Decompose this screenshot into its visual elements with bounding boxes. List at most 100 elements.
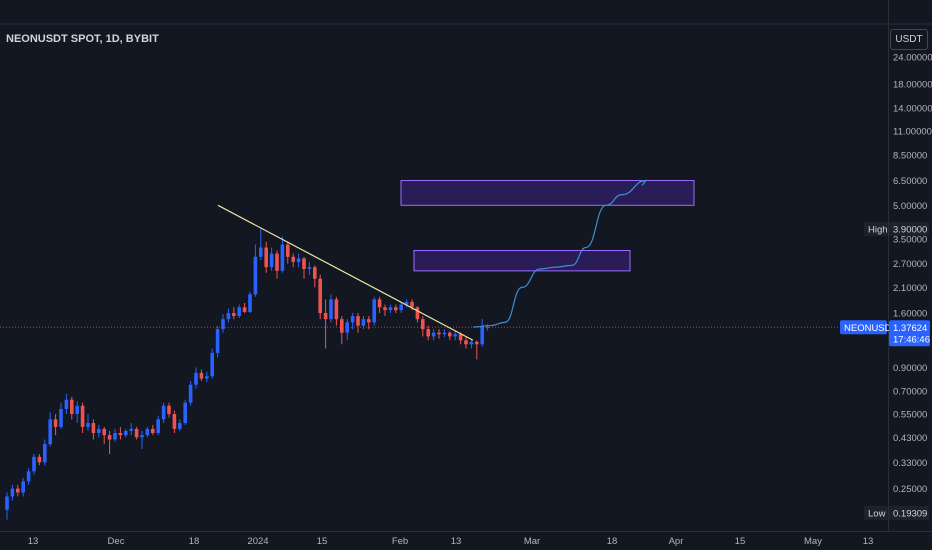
candle-body xyxy=(345,322,349,333)
candle-body xyxy=(291,256,295,262)
candle-body xyxy=(442,332,447,335)
candles-layer xyxy=(5,228,490,520)
candle-body xyxy=(43,444,47,463)
current-price-tag-bg xyxy=(889,320,930,347)
time-tick-label: Feb xyxy=(392,536,408,547)
time-tick-label: 18 xyxy=(189,536,200,547)
candle-body xyxy=(237,307,241,317)
price-tick-label: 6.50000 xyxy=(893,176,927,187)
price-tick-label: 2.10000 xyxy=(893,283,927,294)
price-tick-label: 8.50000 xyxy=(893,151,927,162)
candle-body xyxy=(307,267,312,269)
candle-body xyxy=(367,319,371,323)
high-value-bg xyxy=(889,221,929,236)
target-zone-1 xyxy=(400,180,695,206)
candle-body xyxy=(356,316,360,326)
candle-body xyxy=(296,258,301,262)
candle-body xyxy=(59,409,63,427)
candle-body xyxy=(334,299,339,320)
candle-body xyxy=(485,327,490,329)
target-zone-2 xyxy=(413,250,631,272)
candle-body xyxy=(431,332,436,337)
time-tick-label: 13 xyxy=(28,536,39,547)
symbol-title: NEONUSDT SPOT, 1D, BYBIT xyxy=(6,33,159,45)
candle-body xyxy=(248,294,252,312)
candle-body xyxy=(340,319,344,333)
high-tag-bg xyxy=(864,221,888,236)
candle-body xyxy=(129,428,133,431)
high-value: 3.90000 xyxy=(893,224,927,235)
candle-body xyxy=(259,247,263,257)
candle-body xyxy=(480,327,484,345)
price-tick-label: 3.50000 xyxy=(893,235,927,246)
candle-body xyxy=(91,423,96,433)
candle-body xyxy=(134,428,139,438)
current-price-value: 1.37624 xyxy=(893,323,927,334)
candle-body xyxy=(448,332,452,337)
candle-body xyxy=(275,253,279,271)
candle-body xyxy=(205,376,209,379)
time-axis[interactable]: 13 Dec 18 2024 15 Feb 13 Mar 18 Apr 15 May 13 xyxy=(28,536,874,547)
candle-body xyxy=(313,267,317,279)
candle-body xyxy=(80,405,85,427)
price-tick-label: 2.70000 xyxy=(893,259,927,270)
price-tick-label: 0.55000 xyxy=(893,410,927,421)
candle-body xyxy=(118,432,123,436)
low-value: 0.19309 xyxy=(893,509,927,520)
candle-body xyxy=(102,428,106,436)
candle-body xyxy=(167,405,171,415)
candle-body xyxy=(253,256,258,295)
price-tick-label: 0.25000 xyxy=(893,484,927,495)
candle-body xyxy=(323,313,328,320)
candle-body xyxy=(286,244,290,257)
candle-body xyxy=(242,307,247,312)
candle-body xyxy=(199,372,204,379)
candle-body xyxy=(302,258,306,269)
candle-body xyxy=(37,456,42,463)
candle-body xyxy=(421,319,425,330)
price-tick-label: 0.43000 xyxy=(893,433,927,444)
candle-body xyxy=(226,313,231,320)
candle-body xyxy=(21,481,25,493)
candle-body xyxy=(329,299,333,320)
candle-body xyxy=(464,340,468,345)
candle-body xyxy=(5,496,9,510)
candle-body xyxy=(48,419,52,445)
candle-body xyxy=(377,299,382,308)
time-tick-label: 15 xyxy=(317,536,328,547)
overlays-layer xyxy=(0,179,888,341)
candle-body xyxy=(318,278,322,314)
trendline xyxy=(217,204,474,341)
price-tick-label: 11.00000 xyxy=(893,126,932,137)
time-tick-label: 15 xyxy=(735,536,746,547)
candle-body xyxy=(32,456,36,472)
low-label: Low xyxy=(868,509,886,520)
candle-body xyxy=(172,414,177,429)
candle-body xyxy=(372,299,376,323)
price-tick-label: 18.00000 xyxy=(893,80,932,91)
candle-body xyxy=(26,471,31,482)
candle-body xyxy=(124,430,128,436)
candle-body xyxy=(383,307,387,311)
candle-body xyxy=(458,334,463,341)
price-axis[interactable]: 24.00000 18.00000 14.00000 11.00000 8.50000 6… xyxy=(893,53,932,496)
candle-body xyxy=(361,319,366,326)
currency-button[interactable]: USDT xyxy=(890,29,928,50)
candle-body xyxy=(475,341,479,345)
high-label: High xyxy=(868,224,888,235)
symbol-tag: NEONUSDT xyxy=(844,323,898,334)
candle-body xyxy=(151,428,155,433)
candle-body xyxy=(426,329,430,337)
zones-layer xyxy=(400,180,695,272)
candle-body xyxy=(113,432,117,440)
candle-body xyxy=(145,428,150,436)
price-tick-label: 0.33000 xyxy=(893,458,927,469)
candle-body xyxy=(161,405,166,420)
candle-body xyxy=(215,329,220,353)
candle-body xyxy=(53,419,58,427)
candle-body xyxy=(140,435,144,438)
candle-body xyxy=(107,435,112,440)
time-tick-label: 13 xyxy=(451,536,462,547)
candle-body xyxy=(86,423,90,427)
